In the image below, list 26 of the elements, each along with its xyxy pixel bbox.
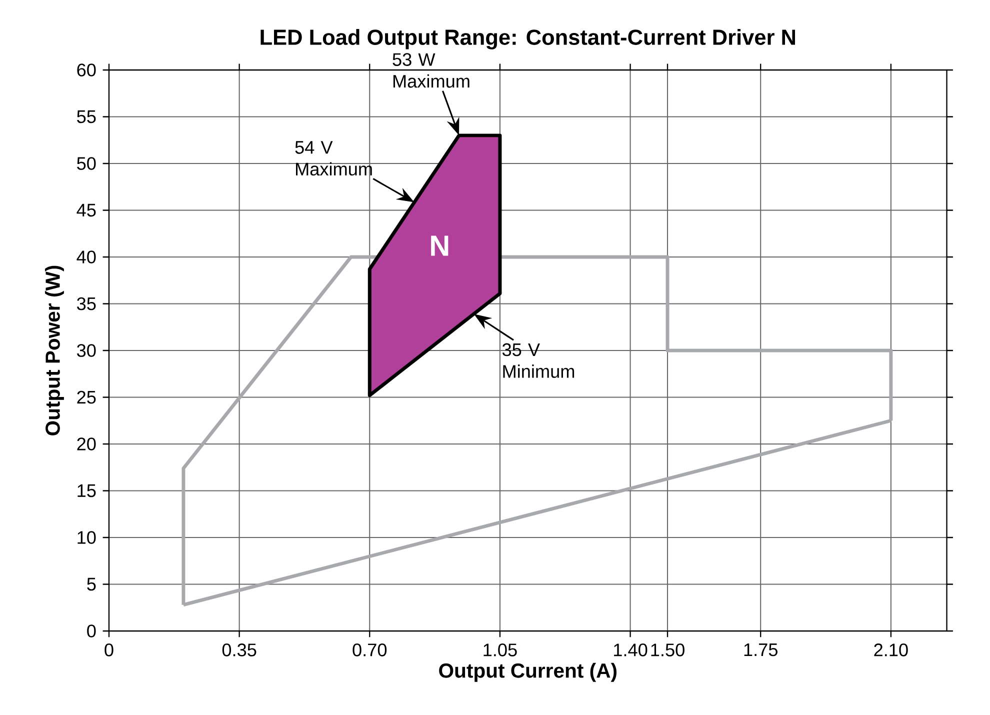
y-tick-label: 20 xyxy=(77,438,96,450)
y-tick-label: 60 xyxy=(77,64,96,76)
y-tick-label: 40 xyxy=(76,250,96,264)
x-tick-label: 1.05 xyxy=(484,644,517,656)
x-tick-label: 0 xyxy=(104,644,114,656)
chart-title: LED Load Output Range: Constant-Current Driver N xyxy=(260,29,796,50)
y-axis-title: Output Power (W) xyxy=(45,266,64,436)
x-tick-label: 1.75 xyxy=(744,644,778,656)
y-tick-label: 15 xyxy=(78,484,96,498)
x-tick-label: 0.35 xyxy=(222,644,256,656)
y-tick-label: 30 xyxy=(76,344,96,357)
y-tick-label: 5 xyxy=(87,578,96,591)
series-label: N xyxy=(431,236,448,256)
y-tick-label: 0 xyxy=(87,624,96,638)
x-tick-label: 0.70 xyxy=(352,644,387,656)
y-tick-label: 10 xyxy=(78,531,96,544)
y-tick-label: 45 xyxy=(76,204,96,217)
x-tick-label: 1.50 xyxy=(651,644,684,656)
y-tick-label: 25 xyxy=(77,390,96,404)
annotation: 53 W Maximum xyxy=(392,53,470,88)
y-tick-label: 50 xyxy=(77,157,96,170)
y-tick-label: 35 xyxy=(76,297,96,310)
y-tick-label: 55 xyxy=(77,110,96,124)
x-tick-label: 2.10 xyxy=(874,644,908,656)
x-tick-label: 1.40 xyxy=(614,644,648,656)
x-axis-title: Output Current (A) xyxy=(439,662,616,682)
